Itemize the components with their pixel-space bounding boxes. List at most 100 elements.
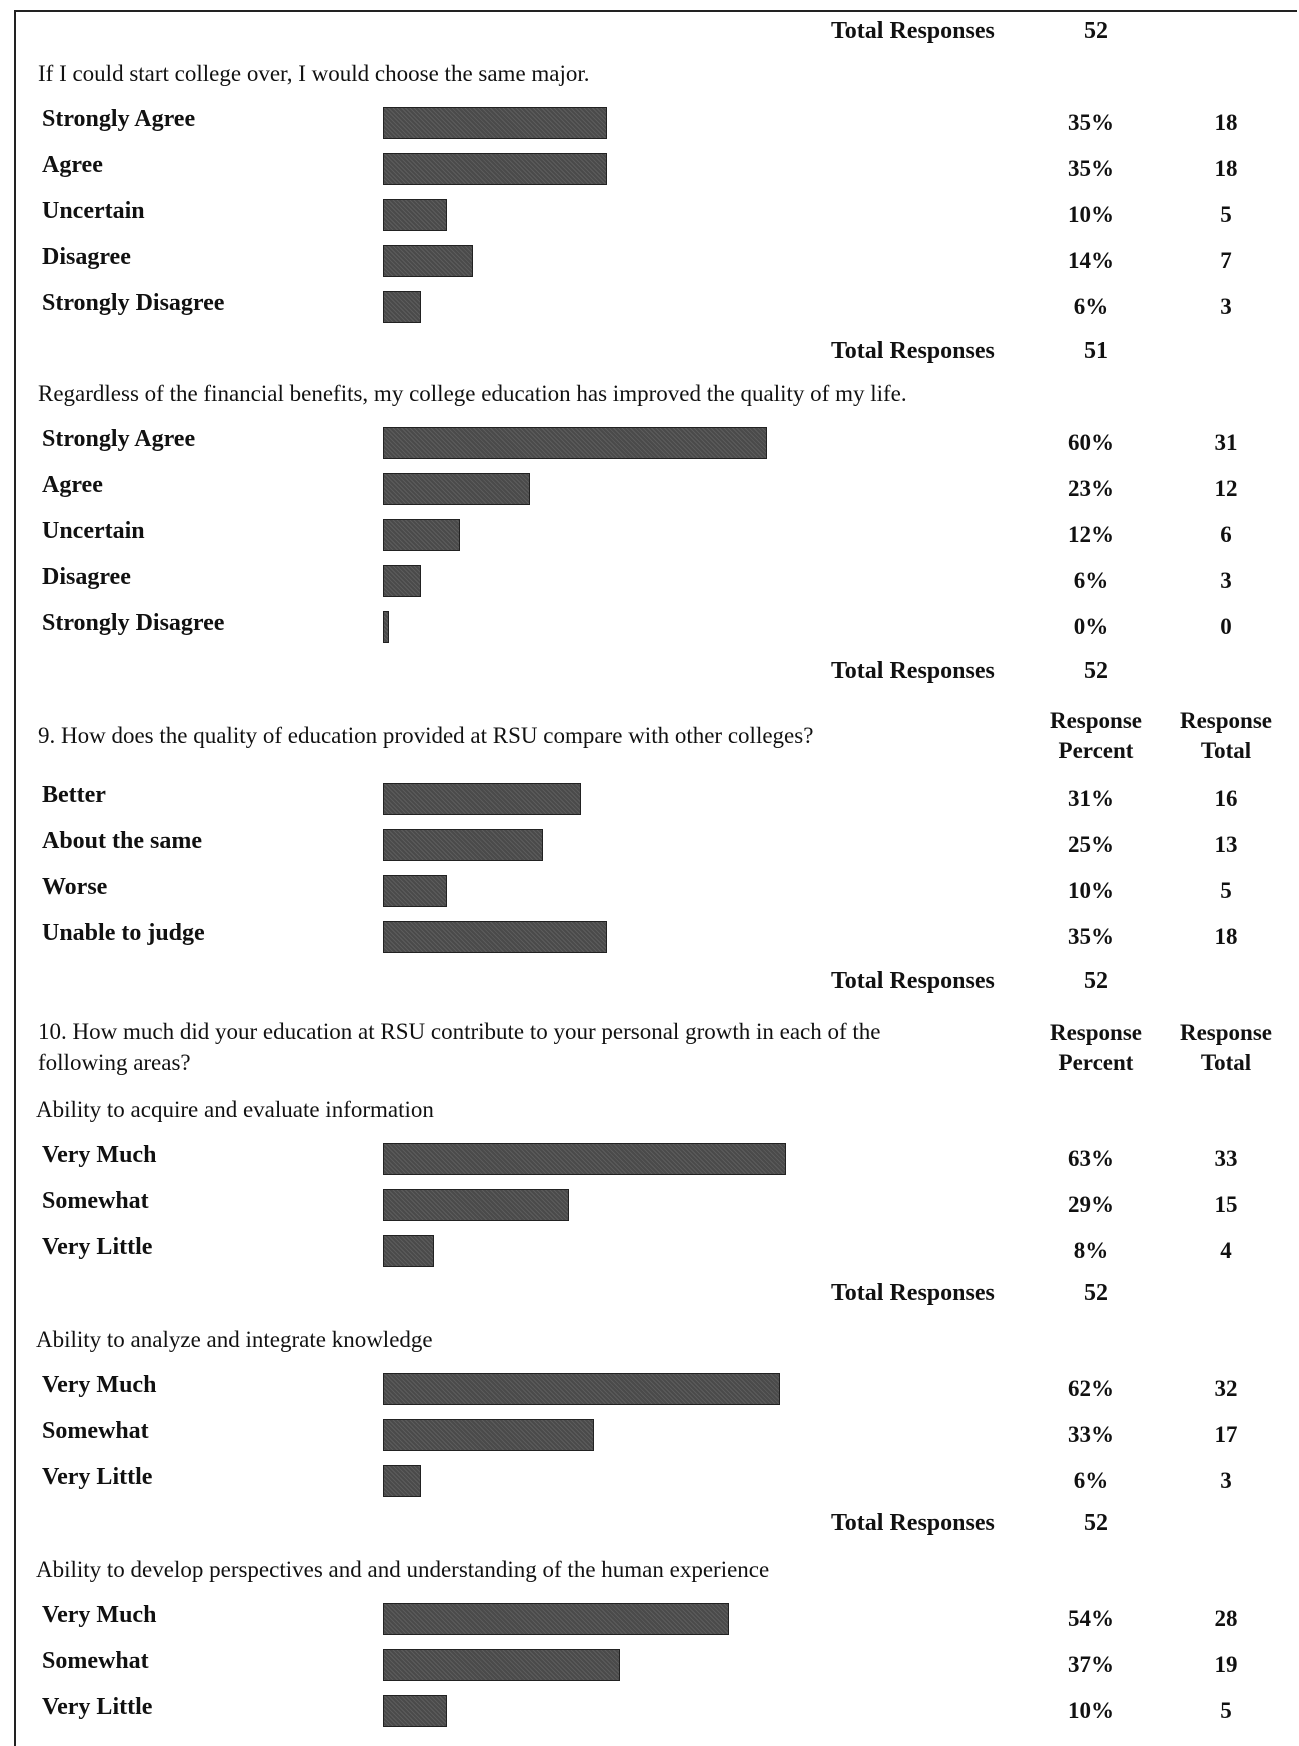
response-bar [383,1695,447,1727]
response-total: 18 [1214,110,1238,135]
response-bar [383,783,581,815]
column-header-total: Response Total [1166,706,1286,766]
subsection-title: Ability to analyze and integrate knowled… [36,1327,433,1352]
response-percent: 6% [1073,568,1109,593]
response-row: Somewhat 29% 15 [16,1184,1299,1230]
response-row: Better 31% 16 [16,778,1299,824]
question-10: 10. How much did your education at RSU c… [38,1019,881,1075]
total-responses-label: Total Responses [831,1510,995,1536]
response-label: Strongly Disagree [42,290,225,316]
column-header-line: Percent [1058,738,1134,763]
response-label: Very Little [42,1234,153,1260]
response-percent: 12% [1068,522,1114,547]
response-total: 6 [1220,522,1232,547]
subsection-title: Ability to develop perspectives and and … [36,1557,770,1582]
response-label: Uncertain [42,518,145,544]
response-total: 31 [1214,430,1238,455]
survey-page: Total Responses 52 If I could start coll… [14,10,1297,1746]
response-row: Very Much 63% 33 [16,1138,1299,1184]
statement-quality-of-life: Regardless of the financial benefits, my… [38,381,907,406]
response-bar [383,1465,421,1497]
total-responses-label: Total Responses [831,658,995,684]
column-header-line: Response [1179,1020,1272,1045]
response-row: Disagree 6% 3 [16,560,1299,606]
response-total: 3 [1220,294,1232,319]
response-bar [383,565,421,597]
response-total: 32 [1214,1376,1238,1401]
response-total: 0 [1220,614,1232,639]
response-bar [383,107,607,139]
response-label: Very Little [42,1464,153,1490]
response-percent: 6% [1073,1468,1109,1493]
response-percent: 60% [1068,430,1114,455]
response-label: Strongly Agree [42,106,196,132]
response-total: 5 [1220,202,1232,227]
response-percent: 31% [1068,786,1114,811]
response-row: Strongly Disagree 0% 0 [16,606,1299,652]
response-row: About the same 25% 13 [16,824,1299,870]
statement-same-major: If I could start college over, I would c… [38,61,590,86]
response-percent: 10% [1068,878,1114,903]
response-total: 12 [1214,476,1238,501]
response-row: Agree 35% 18 [16,148,1299,194]
response-label: Uncertain [42,198,145,224]
response-total: 5 [1220,1698,1232,1723]
response-total: 18 [1214,156,1238,181]
response-label: Somewhat [42,1188,149,1214]
response-total: 3 [1220,1468,1232,1493]
response-bar [383,1649,620,1681]
response-percent: 0% [1073,614,1109,639]
response-percent: 35% [1068,924,1114,949]
response-label: Agree [42,152,103,178]
response-label: Very Little [42,1694,153,1720]
response-percent: 35% [1068,156,1114,181]
response-row: Very Little 6% 3 [16,1460,1299,1506]
response-label: Very Much [42,1142,157,1168]
total-responses-label: Total Responses [831,968,995,994]
response-label: Better [42,782,106,808]
response-percent: 37% [1068,1652,1114,1677]
subsection-title: Ability to acquire and evaluate informat… [36,1097,434,1122]
column-header-percent: Response Percent [1036,706,1156,766]
total-responses-value: 52 [1084,18,1108,44]
response-label: Somewhat [42,1418,149,1444]
response-bar [383,291,421,323]
column-header-line: Response [1049,708,1142,733]
response-bar [383,1143,786,1175]
response-bar [383,1603,729,1635]
response-label: Disagree [42,564,131,590]
response-percent: 63% [1068,1146,1114,1171]
column-header-line: Response [1179,708,1272,733]
response-label: Agree [42,472,103,498]
response-percent: 33% [1068,1422,1114,1447]
response-bar [383,427,767,459]
total-responses-label: Total Responses [831,18,995,44]
column-header-line: Percent [1058,1050,1134,1075]
response-percent: 25% [1068,832,1114,857]
response-percent: 10% [1068,202,1114,227]
response-row: Uncertain 10% 5 [16,194,1299,240]
response-bar [383,1419,594,1451]
column-header-line: Response [1049,1020,1142,1045]
response-percent: 29% [1068,1192,1114,1217]
column-header-percent: Response Percent [1036,1018,1156,1078]
response-row: Very Much 54% 28 [16,1598,1299,1644]
response-percent: 23% [1068,476,1114,501]
response-row: Very Little 8% 4 [16,1230,1299,1276]
response-percent: 62% [1068,1376,1114,1401]
response-bar [383,199,447,231]
response-bar [383,1235,434,1267]
response-total: 3 [1220,568,1232,593]
response-percent: 6% [1073,294,1109,319]
response-row: Somewhat 37% 19 [16,1644,1299,1690]
response-total: 18 [1214,924,1238,949]
response-row: Strongly Disagree 6% 3 [16,286,1299,332]
response-row: Worse 10% 5 [16,870,1299,916]
response-label: Very Much [42,1372,157,1398]
total-responses-value: 52 [1084,1510,1108,1536]
response-bar [383,829,543,861]
response-total: 33 [1214,1146,1238,1171]
response-bar [383,519,460,551]
response-row: Disagree 14% 7 [16,240,1299,286]
response-total: 13 [1214,832,1238,857]
